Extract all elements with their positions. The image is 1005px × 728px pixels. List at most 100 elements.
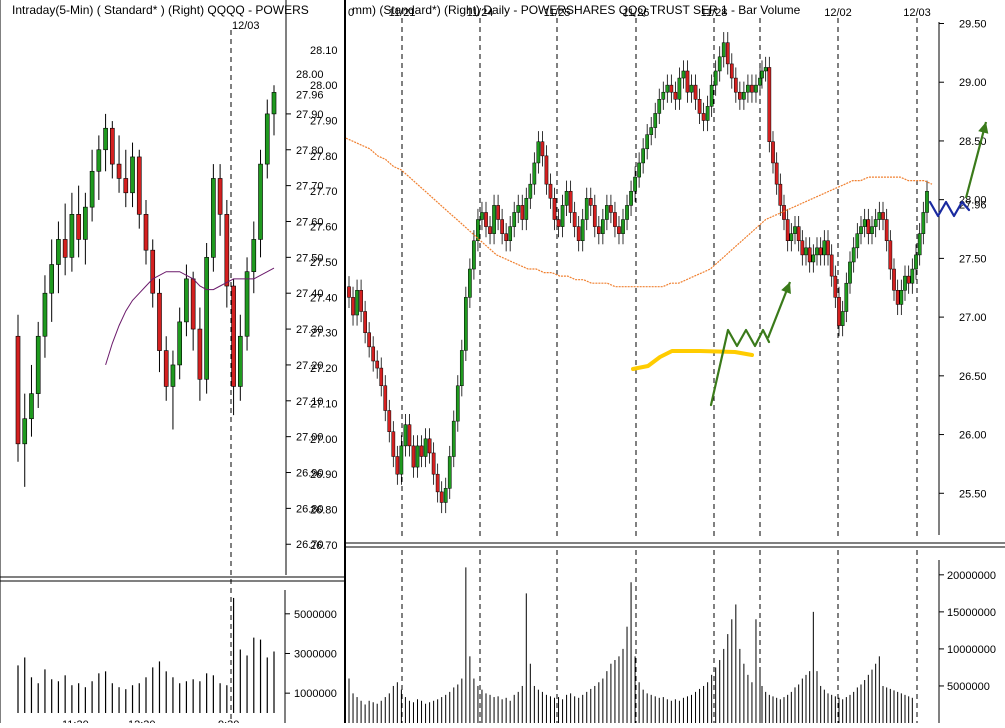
right-candle-body <box>347 286 351 298</box>
left-price-tick-label: 27.30 <box>296 324 324 336</box>
right-candle-body <box>717 56 722 72</box>
right-chart-panel: mm) (Standard*) (Right) Daily - POWERSHA… <box>310 3 1005 723</box>
right-candle-body <box>480 212 484 220</box>
annotation-green-zigzag <box>709 328 771 407</box>
left-candle-body <box>103 127 108 151</box>
right-candle-body <box>371 346 376 362</box>
right-candle-body <box>657 99 662 114</box>
right-candle-body <box>472 240 476 270</box>
right-axis-tick-label: 26.00 <box>959 430 987 442</box>
right-candle-body <box>771 141 775 164</box>
right-date-label: 12/03 <box>903 7 931 19</box>
left-candle-body <box>163 350 169 387</box>
right-candle-body <box>844 282 849 312</box>
right-candle-body <box>399 445 404 475</box>
right-candle-body <box>601 219 605 234</box>
right-candle-body <box>697 99 702 114</box>
left-candle-body <box>150 249 156 294</box>
left-candle-body <box>184 278 189 323</box>
left-candle-body <box>204 257 209 380</box>
right-candle-body <box>411 445 416 468</box>
left-candle-body <box>15 335 21 445</box>
right-price-tick-label: 28.10 <box>310 45 338 57</box>
left-time-label: 12:30 <box>128 719 156 723</box>
right-candle-body <box>504 233 508 242</box>
right-candle-body <box>906 275 911 284</box>
left-candle-body <box>224 214 230 287</box>
right-candle-body <box>488 226 492 234</box>
right-candle-body <box>439 491 444 503</box>
right-price-tick-label: 27.80 <box>310 151 338 163</box>
left-price-tick-label: 26.90 <box>296 468 324 480</box>
left-candle-body <box>251 239 257 272</box>
right-candle-body <box>552 198 557 220</box>
left-candle-body <box>177 321 183 366</box>
left-candle-body <box>62 239 68 258</box>
right-candle-body <box>884 219 889 242</box>
right-candle-body <box>435 473 440 493</box>
left-candle-body <box>35 335 41 394</box>
right-price-tick-label: 27.20 <box>310 363 338 375</box>
right-date-label: 0 <box>348 7 354 19</box>
annotation-green-arrow-head <box>781 282 791 294</box>
left-time-label: 9:30 <box>218 719 239 723</box>
right-candle-body <box>705 106 710 121</box>
left-price-tick-label: 27.50 <box>296 252 324 264</box>
right-price-tick-label: 27.30 <box>310 328 338 340</box>
right-candle-body <box>588 198 593 206</box>
left-candle-body <box>157 292 162 351</box>
left-candle-body <box>190 278 196 330</box>
right-candle-body <box>584 198 589 220</box>
right-candle-body <box>701 113 706 121</box>
right-candle-body <box>815 247 819 256</box>
right-candle-body <box>665 84 670 93</box>
left-candle-body <box>231 285 236 387</box>
right-axis-tick-label: 29.00 <box>959 77 987 89</box>
right-candle-body <box>785 219 790 242</box>
right-price-tick-label: 27.70 <box>310 186 338 198</box>
right-candle-body <box>528 183 533 199</box>
right-volume-tick-label: 15000000 <box>947 607 996 619</box>
right-candle-body <box>910 268 915 284</box>
right-candle-body <box>455 385 460 422</box>
right-candle-body <box>685 70 690 93</box>
right-volume-tick-label: 5000000 <box>947 681 990 693</box>
right-candle-body <box>866 219 871 234</box>
right-candle-body <box>496 205 500 220</box>
right-candle-body <box>592 205 597 227</box>
right-candle-body <box>451 420 456 457</box>
right-volume-tick-label: 10000000 <box>947 644 996 656</box>
right-axis-tick-label: 27.00 <box>959 312 987 324</box>
right-candle-body <box>576 226 581 242</box>
right-candle-body <box>689 84 694 93</box>
right-candle-body <box>476 219 480 242</box>
left-time-label: 11:30 <box>62 719 89 723</box>
right-candle-body <box>419 445 424 457</box>
right-candle-body <box>829 254 834 277</box>
left-price-tick-label: 27.70 <box>296 181 324 193</box>
left-price-tick-label: 26.80 <box>296 503 324 515</box>
right-candle-body <box>580 219 585 242</box>
right-candle-body <box>789 233 794 242</box>
right-candle-body <box>403 424 408 447</box>
right-candle-body <box>681 70 686 79</box>
right-candle-body <box>917 233 922 256</box>
right-candle-body <box>713 70 718 86</box>
left-candle-body <box>217 178 223 215</box>
right-candle-body <box>459 350 464 387</box>
right-candle-body <box>899 290 904 305</box>
right-candle-body <box>447 456 452 489</box>
left-candle-body <box>89 170 95 208</box>
right-candle-body <box>693 84 698 100</box>
right-candle-body <box>508 226 513 242</box>
right-candle-body <box>556 219 561 227</box>
right-axis-tick-label: 25.50 <box>959 488 987 500</box>
left-candle-body <box>116 163 122 179</box>
right-candle-body <box>613 212 617 227</box>
right-candle-body <box>746 84 750 93</box>
left-candle-body <box>69 214 75 258</box>
right-candle-body <box>617 226 621 234</box>
right-candle-body <box>669 84 674 93</box>
left-price-tick-label: 27.80 <box>296 145 324 157</box>
right-price-tick-label: 26.90 <box>310 469 338 481</box>
